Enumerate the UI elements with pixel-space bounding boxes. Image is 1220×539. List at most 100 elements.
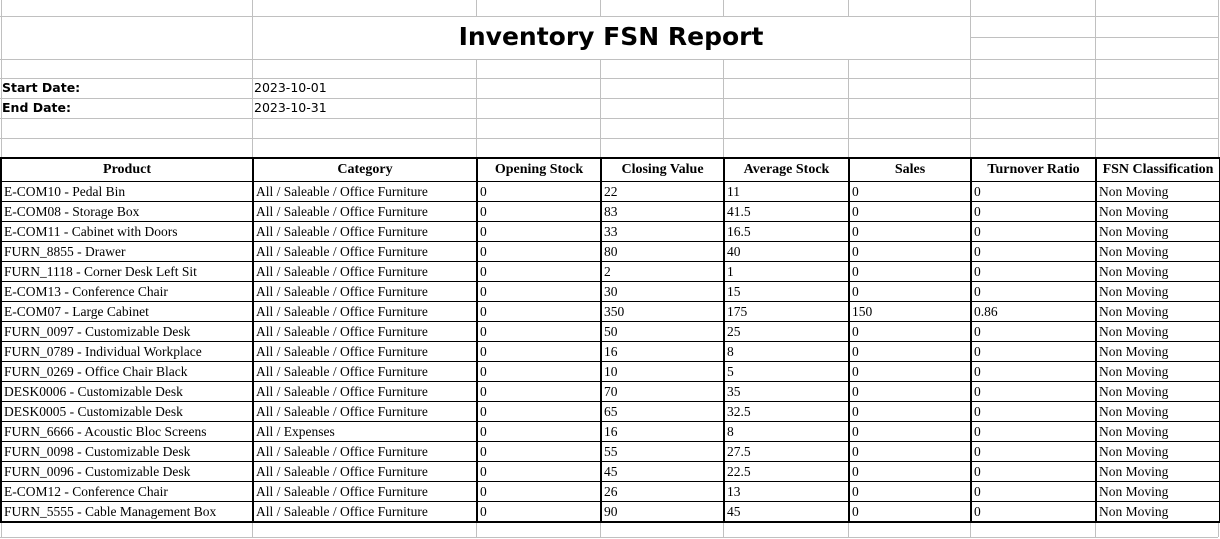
- column-header-fsn-classification[interactable]: FSN Classification: [1095, 157, 1220, 182]
- table-cell[interactable]: 65: [600, 401, 725, 422]
- table-cell[interactable]: 45: [600, 461, 725, 482]
- table-cell[interactable]: 0: [848, 241, 972, 262]
- table-cell[interactable]: Non Moving: [1095, 181, 1220, 202]
- table-cell[interactable]: 0: [848, 261, 972, 282]
- table-cell[interactable]: 45: [723, 501, 850, 523]
- table-cell[interactable]: Non Moving: [1095, 321, 1220, 342]
- table-cell[interactable]: 0: [476, 441, 602, 462]
- table-cell[interactable]: All / Saleable / Office Furniture: [252, 241, 478, 262]
- table-cell[interactable]: All / Saleable / Office Furniture: [252, 441, 478, 462]
- table-cell[interactable]: 25: [723, 321, 850, 342]
- table-cell[interactable]: FURN_5555 - Cable Management Box: [0, 501, 254, 523]
- table-cell[interactable]: Non Moving: [1095, 341, 1220, 362]
- table-cell[interactable]: Non Moving: [1095, 401, 1220, 422]
- table-cell[interactable]: Non Moving: [1095, 261, 1220, 282]
- table-cell[interactable]: 26: [600, 481, 725, 502]
- table-cell[interactable]: 16: [600, 341, 725, 362]
- table-cell[interactable]: FURN_0269 - Office Chair Black: [0, 361, 254, 382]
- table-cell[interactable]: 2: [600, 261, 725, 282]
- table-cell[interactable]: 0: [848, 501, 972, 523]
- table-cell[interactable]: 0: [970, 261, 1097, 282]
- table-cell[interactable]: Non Moving: [1095, 281, 1220, 302]
- table-cell[interactable]: 11: [723, 181, 850, 202]
- table-cell[interactable]: 27.5: [723, 441, 850, 462]
- table-cell[interactable]: Non Moving: [1095, 461, 1220, 482]
- table-cell[interactable]: 0: [476, 361, 602, 382]
- table-cell[interactable]: 83: [600, 201, 725, 222]
- table-cell[interactable]: 0: [476, 301, 602, 322]
- table-cell[interactable]: 0: [476, 201, 602, 222]
- table-cell[interactable]: 55: [600, 441, 725, 462]
- end-date-value[interactable]: 2023-10-31: [254, 100, 327, 115]
- table-cell[interactable]: 32.5: [723, 401, 850, 422]
- column-header-closing-value[interactable]: Closing Value: [600, 157, 725, 182]
- column-header-product[interactable]: Product: [0, 157, 254, 182]
- column-header-average-stock[interactable]: Average Stock: [723, 157, 850, 182]
- table-cell[interactable]: FURN_6666 - Acoustic Bloc Screens: [0, 421, 254, 442]
- table-cell[interactable]: E-COM10 - Pedal Bin: [0, 181, 254, 202]
- table-cell[interactable]: Non Moving: [1095, 361, 1220, 382]
- table-cell[interactable]: Non Moving: [1095, 221, 1220, 242]
- table-cell[interactable]: 0: [848, 361, 972, 382]
- table-cell[interactable]: 10: [600, 361, 725, 382]
- table-cell[interactable]: 0: [848, 201, 972, 222]
- table-cell[interactable]: 350: [600, 301, 725, 322]
- table-cell[interactable]: 0.86: [970, 301, 1097, 322]
- table-cell[interactable]: 0: [970, 201, 1097, 222]
- table-cell[interactable]: 15: [723, 281, 850, 302]
- table-cell[interactable]: All / Saleable / Office Furniture: [252, 381, 478, 402]
- table-cell[interactable]: 0: [476, 421, 602, 442]
- table-cell[interactable]: All / Saleable / Office Furniture: [252, 181, 478, 202]
- table-cell[interactable]: 0: [848, 321, 972, 342]
- table-cell[interactable]: All / Saleable / Office Furniture: [252, 501, 478, 523]
- table-cell[interactable]: Non Moving: [1095, 441, 1220, 462]
- table-cell[interactable]: 0: [476, 401, 602, 422]
- table-cell[interactable]: Non Moving: [1095, 381, 1220, 402]
- column-header-sales[interactable]: Sales: [848, 157, 972, 182]
- table-cell[interactable]: 0: [476, 341, 602, 362]
- table-cell[interactable]: All / Saleable / Office Furniture: [252, 401, 478, 422]
- table-cell[interactable]: 1: [723, 261, 850, 282]
- table-cell[interactable]: 30: [600, 281, 725, 302]
- table-cell[interactable]: 0: [848, 181, 972, 202]
- table-cell[interactable]: All / Saleable / Office Furniture: [252, 261, 478, 282]
- table-cell[interactable]: 0: [970, 221, 1097, 242]
- table-cell[interactable]: 22.5: [723, 461, 850, 482]
- table-cell[interactable]: 0: [970, 441, 1097, 462]
- table-cell[interactable]: FURN_8855 - Drawer: [0, 241, 254, 262]
- column-header-turnover-ratio[interactable]: Turnover Ratio: [970, 157, 1097, 182]
- table-cell[interactable]: All / Saleable / Office Furniture: [252, 481, 478, 502]
- table-cell[interactable]: 0: [848, 381, 972, 402]
- table-cell[interactable]: 41.5: [723, 201, 850, 222]
- table-cell[interactable]: 0: [476, 481, 602, 502]
- table-cell[interactable]: E-COM12 - Conference Chair: [0, 481, 254, 502]
- table-cell[interactable]: All / Saleable / Office Furniture: [252, 361, 478, 382]
- table-cell[interactable]: DESK0006 - Customizable Desk: [0, 381, 254, 402]
- table-cell[interactable]: 0: [970, 401, 1097, 422]
- table-cell[interactable]: 0: [848, 481, 972, 502]
- table-cell[interactable]: DESK0005 - Customizable Desk: [0, 401, 254, 422]
- table-cell[interactable]: Non Moving: [1095, 241, 1220, 262]
- table-cell[interactable]: E-COM07 - Large Cabinet: [0, 301, 254, 322]
- table-cell[interactable]: All / Saleable / Office Furniture: [252, 281, 478, 302]
- table-cell[interactable]: 0: [848, 421, 972, 442]
- table-cell[interactable]: Non Moving: [1095, 421, 1220, 442]
- table-cell[interactable]: 0: [970, 321, 1097, 342]
- table-cell[interactable]: 0: [476, 261, 602, 282]
- table-cell[interactable]: FURN_1118 - Corner Desk Left Sit: [0, 261, 254, 282]
- table-cell[interactable]: 0: [970, 181, 1097, 202]
- table-cell[interactable]: All / Saleable / Office Furniture: [252, 341, 478, 362]
- table-cell[interactable]: 8: [723, 421, 850, 442]
- table-cell[interactable]: E-COM11 - Cabinet with Doors: [0, 221, 254, 242]
- table-cell[interactable]: All / Saleable / Office Furniture: [252, 301, 478, 322]
- table-cell[interactable]: 0: [970, 501, 1097, 523]
- table-cell[interactable]: All / Saleable / Office Furniture: [252, 461, 478, 482]
- table-cell[interactable]: 0: [970, 341, 1097, 362]
- table-cell[interactable]: 70: [600, 381, 725, 402]
- table-cell[interactable]: FURN_0097 - Customizable Desk: [0, 321, 254, 342]
- table-cell[interactable]: 35: [723, 381, 850, 402]
- table-cell[interactable]: 0: [476, 381, 602, 402]
- table-cell[interactable]: 50: [600, 321, 725, 342]
- table-cell[interactable]: Non Moving: [1095, 481, 1220, 502]
- table-cell[interactable]: 22: [600, 181, 725, 202]
